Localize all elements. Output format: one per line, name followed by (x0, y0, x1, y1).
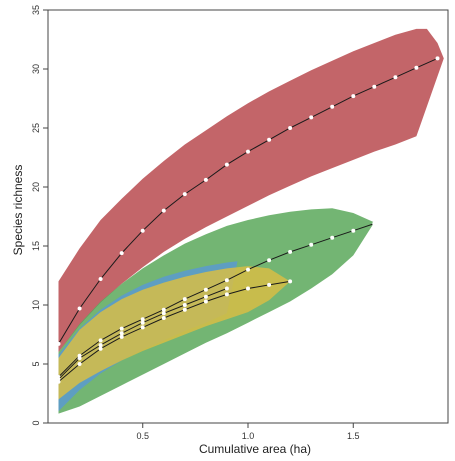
data-point (288, 126, 293, 130)
data-point (182, 307, 187, 312)
data-point (224, 278, 229, 283)
y-tick-label: 35 (31, 5, 41, 15)
data-point (119, 331, 124, 336)
y-tick-label: 15 (31, 241, 41, 251)
data-point (140, 317, 145, 322)
data-point (351, 94, 356, 99)
data-point (140, 320, 145, 325)
y-tick-label: 5 (31, 361, 41, 366)
series-line-4 (58, 280, 291, 383)
data-point (288, 279, 293, 284)
data-point (203, 294, 208, 299)
data-point (161, 307, 166, 312)
data-point (161, 208, 166, 213)
confidence-band-1 (58, 28, 444, 353)
data-point (224, 292, 229, 297)
data-point (161, 316, 166, 320)
data-point (224, 162, 229, 167)
x-tick-label: 1.0 (242, 431, 255, 441)
data-point (351, 228, 356, 233)
data-point (56, 341, 61, 346)
data-point (77, 356, 82, 361)
y-tick-label: 30 (31, 64, 41, 74)
axes: 0.5 1.0 1.5 0 5 10 15 20 25 30 35 (31, 5, 449, 441)
x-tick-label: 1.5 (347, 431, 360, 441)
confidence-bands (58, 28, 444, 414)
series-line-2 (58, 223, 375, 378)
x-axis-title: Cumulative area (ha) (199, 442, 311, 456)
data-point (203, 287, 208, 292)
data-point (330, 104, 335, 109)
data-point (435, 56, 440, 61)
data-point (56, 379, 61, 384)
data-point (393, 75, 398, 80)
data-point (372, 84, 377, 89)
x-tick-label: 0.5 (136, 431, 149, 441)
data-point (182, 297, 187, 302)
data-point (98, 277, 103, 281)
data-point (161, 311, 166, 316)
data-point (98, 338, 103, 343)
data-point (414, 65, 419, 70)
data-point (288, 249, 293, 254)
data-point (119, 326, 124, 331)
data-point (119, 251, 124, 256)
data-point (77, 306, 82, 311)
data-point (224, 286, 229, 291)
data-point (267, 137, 272, 142)
y-tick-label: 20 (31, 182, 41, 192)
y-tick-label: 25 (31, 123, 41, 133)
data-point (246, 149, 250, 154)
data-point (309, 242, 314, 247)
data-point (98, 346, 103, 351)
y-axis-title: Species richness (11, 165, 25, 256)
data-point (203, 299, 208, 304)
data-point (267, 258, 272, 263)
data-point (372, 221, 377, 226)
data-point (140, 228, 145, 233)
data-point (98, 343, 103, 348)
data-point (330, 235, 335, 240)
data-point (119, 334, 124, 339)
data-point (182, 303, 187, 307)
data-point (267, 282, 272, 287)
data-point (203, 177, 208, 182)
y-tick-label: 10 (31, 300, 41, 310)
data-point (77, 362, 82, 366)
data-point (246, 286, 250, 291)
data-point (246, 267, 250, 272)
data-point (309, 115, 314, 120)
confidence-band-4 (58, 266, 291, 400)
accumulation-curves (56, 56, 440, 384)
data-point (140, 325, 145, 330)
data-point (182, 192, 187, 197)
y-tick-label: 0 (31, 420, 41, 425)
